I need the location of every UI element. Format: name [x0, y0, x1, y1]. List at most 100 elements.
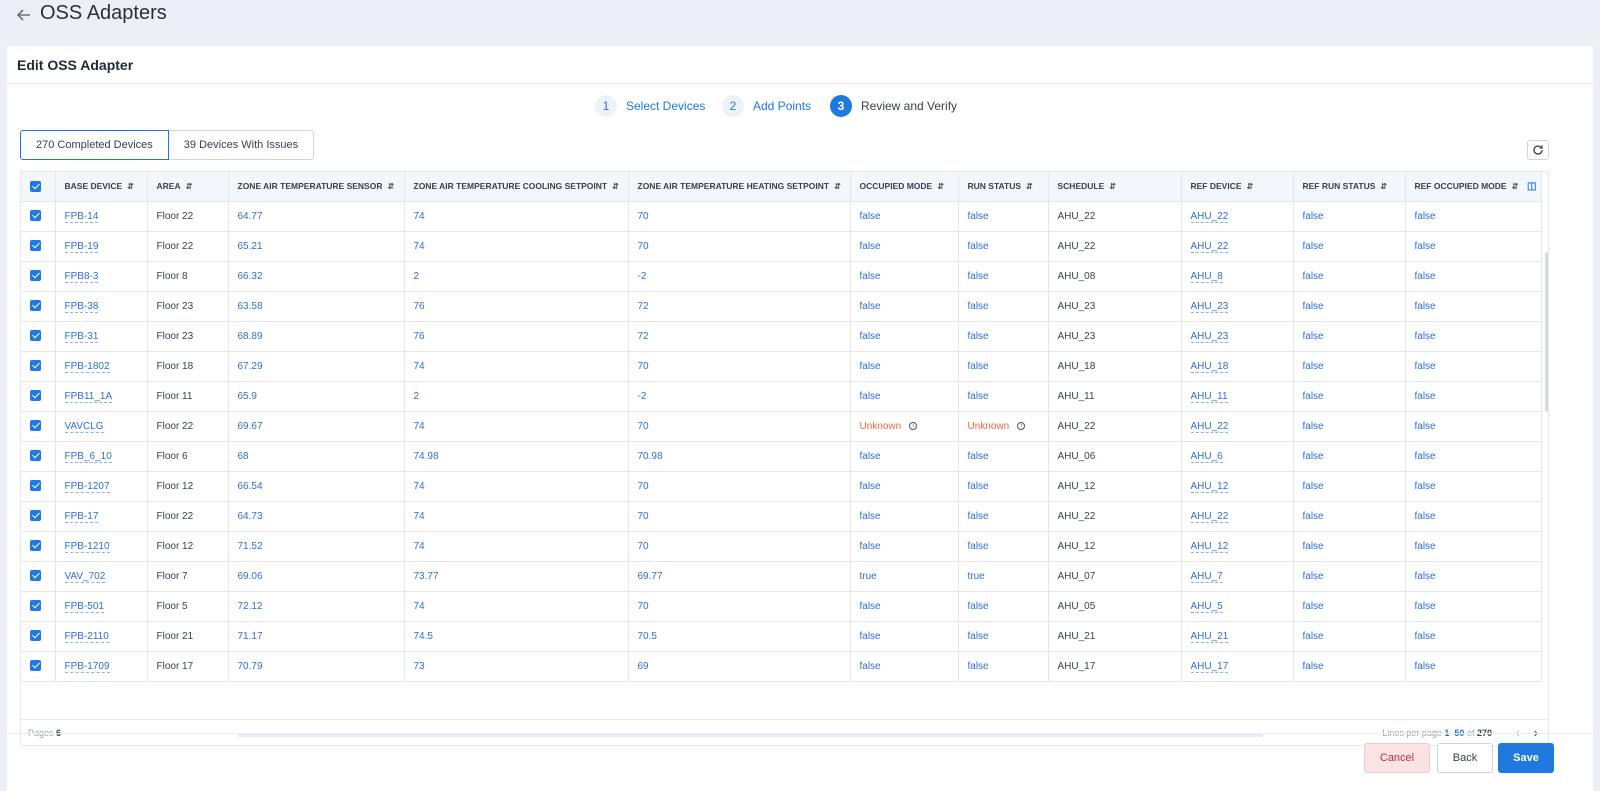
table-cell: false: [1405, 201, 1542, 232]
devices-table: BASE DEVICE ⇵ AREA ⇵ ZONE AIR TEMPERATURE …: [21, 172, 1542, 682]
info-icon[interactable]: i: [909, 421, 918, 430]
device-link[interactable]: AHU_21: [1181, 621, 1294, 652]
row-checkbox[interactable]: [21, 291, 56, 322]
refresh-icon: [1533, 145, 1543, 155]
device-link[interactable]: AHU_23: [1181, 321, 1294, 352]
row-checkbox[interactable]: [21, 411, 56, 442]
device-link[interactable]: AHU_6: [1181, 441, 1294, 472]
table-cell: false: [850, 441, 959, 472]
table-cell: false: [1405, 651, 1542, 682]
device-link[interactable]: FPB_6_10: [55, 441, 148, 472]
table-cell: false: [850, 621, 959, 652]
device-link[interactable]: FPB-17: [55, 501, 148, 532]
columns-icon[interactable]: ◫: [1527, 181, 1537, 192]
table-cell: false: [1293, 291, 1406, 322]
device-link[interactable]: AHU_22: [1181, 231, 1294, 262]
table-row: FPB-31 Floor 23 68.89 76 72 false false AHU_23 A…: [21, 321, 1542, 352]
device-link[interactable]: AHU_12: [1181, 531, 1294, 562]
table-row: VAV_702 Floor 7 69.06 73.77 69.77 true true AHU…: [21, 561, 1542, 592]
row-checkbox[interactable]: [21, 651, 56, 682]
column-header[interactable]: AREA ⇵: [147, 172, 229, 202]
row-checkbox[interactable]: [21, 501, 56, 532]
device-link[interactable]: AHU_23: [1181, 291, 1294, 322]
device-link[interactable]: FPB-14: [55, 201, 148, 232]
cancel-button[interactable]: Cancel: [1364, 743, 1430, 773]
column-header[interactable]: ZONE AIR TEMPERATURE SENSOR ⇵: [228, 172, 405, 202]
device-link[interactable]: AHU_8: [1181, 261, 1294, 292]
device-link[interactable]: FPB-1207: [55, 471, 148, 502]
table-cell: 74: [404, 531, 629, 562]
refresh-button[interactable]: [1527, 140, 1549, 160]
device-link[interactable]: FPB-38: [55, 291, 148, 322]
row-checkbox[interactable]: [21, 561, 56, 592]
table-cell: AHU_11: [1048, 381, 1182, 412]
table-row: FPB-19 Floor 22 65.21 74 70 false false AHU_22 A…: [21, 231, 1542, 262]
row-checkbox[interactable]: [21, 351, 56, 382]
device-link[interactable]: FPB-19: [55, 231, 148, 262]
column-header[interactable]: REF RUN STATUS ⇵: [1293, 172, 1406, 202]
horizontal-scrollbar[interactable]: [238, 733, 1263, 737]
device-link[interactable]: VAVCLG: [55, 411, 148, 442]
device-link[interactable]: FPB-1802: [55, 351, 148, 382]
device-link[interactable]: FPB11_1A: [55, 381, 148, 412]
row-checkbox[interactable]: [21, 441, 56, 472]
table-cell: false: [850, 201, 959, 232]
row-checkbox[interactable]: [21, 321, 56, 352]
device-link[interactable]: AHU_5: [1181, 591, 1294, 622]
table-cell: false: [1293, 621, 1406, 652]
next-page-icon[interactable]: ›: [1534, 725, 1538, 740]
table-cell: false: [850, 261, 959, 292]
device-link[interactable]: AHU_12: [1181, 471, 1294, 502]
table-row: FPB-501 Floor 5 72.12 74 70 false false AHU_05 A…: [21, 591, 1542, 622]
step-review-verify[interactable]: 3 Review and Verify: [830, 95, 957, 117]
row-checkbox[interactable]: [21, 471, 56, 502]
device-link[interactable]: FPB-1709: [55, 651, 148, 682]
tab-completed-devices[interactable]: 270 Completed Devices: [20, 130, 169, 160]
row-checkbox[interactable]: [21, 261, 56, 292]
device-link[interactable]: AHU_17: [1181, 651, 1294, 682]
save-button[interactable]: Save: [1498, 743, 1554, 773]
table-cell: false: [958, 381, 1049, 412]
select-all-checkbox[interactable]: [21, 172, 56, 202]
device-link[interactable]: FPB-2110: [55, 621, 148, 652]
table-cell: 69.77: [628, 561, 851, 592]
column-header[interactable]: RUN STATUS ⇵: [958, 172, 1049, 202]
device-link[interactable]: VAV_702: [55, 561, 148, 592]
column-header[interactable]: SCHEDULE ⇵: [1048, 172, 1182, 202]
row-checkbox[interactable]: [21, 201, 56, 232]
row-checkbox[interactable]: [21, 621, 56, 652]
row-checkbox[interactable]: [21, 531, 56, 562]
step-add-points[interactable]: 2 Add Points: [722, 95, 811, 117]
device-link[interactable]: AHU_11: [1181, 381, 1294, 412]
table-cell: false: [1405, 231, 1542, 262]
device-link[interactable]: AHU_18: [1181, 351, 1294, 382]
device-link[interactable]: AHU_22: [1181, 501, 1294, 532]
device-link[interactable]: AHU_22: [1181, 201, 1294, 232]
device-link[interactable]: AHU_22: [1181, 411, 1294, 442]
column-header[interactable]: REF OCCUPIED MODE ⇵ ◫: [1405, 172, 1542, 202]
tab-devices-with-issues[interactable]: 39 Devices With Issues: [168, 130, 315, 160]
row-checkbox[interactable]: [21, 591, 56, 622]
column-header[interactable]: OCCUPIED MODE ⇵: [850, 172, 959, 202]
table-cell: 70: [628, 201, 851, 232]
sort-icon: ⇵: [1511, 182, 1519, 192]
device-link[interactable]: FPB8-3: [55, 261, 148, 292]
info-icon[interactable]: i: [1017, 421, 1026, 430]
device-link[interactable]: FPB-1210: [55, 531, 148, 562]
table-cell: false: [1293, 231, 1406, 262]
device-link[interactable]: FPB-31: [55, 321, 148, 352]
prev-page-icon[interactable]: ‹: [1516, 725, 1520, 740]
column-header[interactable]: ZONE AIR TEMPERATURE HEATING SETPOINT ⇵: [628, 172, 851, 202]
back-arrow-icon[interactable]: [14, 5, 34, 25]
row-checkbox[interactable]: [21, 381, 56, 412]
column-header[interactable]: BASE DEVICE ⇵: [55, 172, 148, 202]
column-header[interactable]: ZONE AIR TEMPERATURE COOLING SETPOINT ⇵: [404, 172, 629, 202]
column-header[interactable]: REF DEVICE ⇵: [1181, 172, 1294, 202]
step-select-devices[interactable]: 1 Select Devices: [595, 95, 705, 117]
device-link[interactable]: FPB-501: [55, 591, 148, 622]
vertical-scrollbar[interactable]: [1545, 252, 1548, 412]
device-link[interactable]: AHU_7: [1181, 561, 1294, 592]
back-button[interactable]: Back: [1437, 743, 1493, 773]
table-row: FPB-17 Floor 22 64.73 74 70 false false AHU_22 A…: [21, 501, 1542, 532]
row-checkbox[interactable]: [21, 231, 56, 262]
